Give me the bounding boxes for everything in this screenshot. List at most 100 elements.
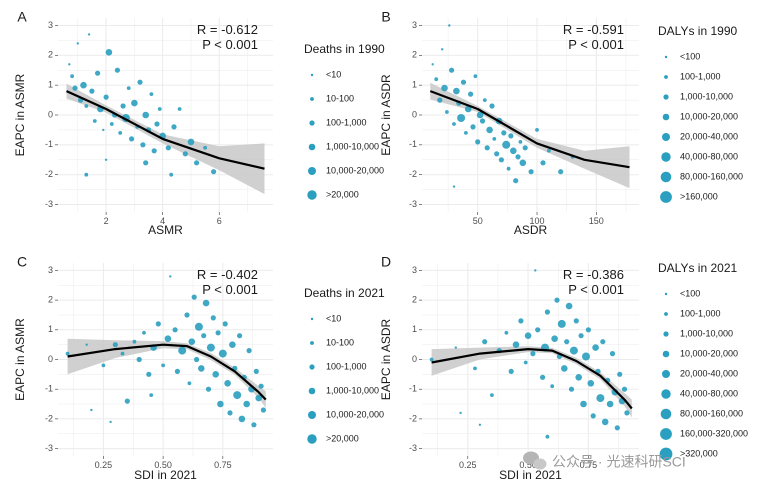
data-point bbox=[431, 63, 434, 66]
data-point bbox=[155, 321, 161, 327]
data-point bbox=[504, 330, 509, 335]
data-point bbox=[437, 97, 443, 103]
data-point bbox=[258, 383, 264, 389]
data-point bbox=[172, 327, 178, 333]
legend-key bbox=[660, 428, 672, 440]
legend-key bbox=[307, 434, 317, 444]
y-tick-label: -3 bbox=[409, 199, 417, 209]
data-point bbox=[550, 384, 555, 389]
data-point bbox=[580, 400, 587, 408]
data-point bbox=[136, 356, 142, 363]
data-point bbox=[146, 371, 152, 377]
legend-label: <100 bbox=[680, 288, 700, 298]
legend-key bbox=[662, 370, 670, 378]
y-tick-label: 3 bbox=[48, 265, 53, 275]
data-point bbox=[606, 400, 614, 408]
legend-key bbox=[662, 133, 670, 141]
data-point bbox=[489, 103, 495, 109]
data-point bbox=[203, 145, 208, 150]
y-tick-label: -1 bbox=[45, 384, 53, 394]
data-point bbox=[184, 312, 190, 318]
data-point bbox=[544, 309, 551, 315]
y-tick-label: 1 bbox=[412, 324, 417, 334]
legend-label: 80,000-160,000 bbox=[680, 171, 743, 181]
correlation-p: P < 0.001 bbox=[202, 282, 258, 297]
panel-a: A -3 -2 -1 0 1 2 3 2 4 6 ASMR EAPC in ASMR R = -0.612… bbox=[13, 9, 385, 237]
trend-line bbox=[429, 90, 630, 169]
x-tick-label: 6 bbox=[217, 216, 222, 226]
watermark: 公众号 · 光速科研SCI bbox=[523, 451, 686, 470]
data-point bbox=[464, 131, 468, 135]
data-point bbox=[177, 107, 182, 111]
data-point bbox=[227, 410, 233, 416]
data-point bbox=[154, 121, 160, 127]
data-point bbox=[524, 332, 532, 340]
data-point bbox=[143, 160, 149, 166]
data-point bbox=[194, 356, 200, 363]
data-point bbox=[126, 86, 131, 90]
data-point bbox=[140, 142, 146, 148]
legend: Deaths in 1990 <10 10-100 100-1,000 1,000-10… bbox=[304, 42, 385, 200]
data-point bbox=[137, 79, 143, 85]
y-tick-label: -3 bbox=[45, 443, 53, 453]
x-tick-label: 150 bbox=[589, 216, 604, 226]
legend-key bbox=[308, 411, 316, 419]
legend-key bbox=[310, 97, 314, 101]
data-point bbox=[468, 91, 474, 97]
data-point bbox=[215, 330, 221, 336]
data-point bbox=[624, 410, 630, 416]
data-point bbox=[104, 158, 108, 161]
legend-key bbox=[310, 73, 314, 77]
data-point bbox=[475, 139, 481, 145]
trend-line bbox=[431, 348, 633, 410]
data-point bbox=[494, 151, 500, 157]
x-axis-label: ASMR bbox=[148, 223, 183, 237]
data-point bbox=[482, 339, 488, 345]
y-tick-label: 0 bbox=[48, 109, 53, 119]
legend-key bbox=[664, 75, 668, 79]
legend-key bbox=[663, 94, 669, 100]
data-point bbox=[557, 319, 566, 328]
data-point bbox=[441, 84, 448, 92]
data-point bbox=[515, 154, 521, 160]
trend-line bbox=[67, 343, 267, 401]
data-point bbox=[492, 137, 497, 141]
data-point bbox=[617, 371, 623, 377]
y-tick-label: -3 bbox=[45, 199, 53, 209]
y-tick-label: -1 bbox=[409, 139, 417, 149]
legend-label: 1,000-10,000 bbox=[680, 91, 733, 101]
data-point bbox=[523, 360, 528, 365]
y-tick-label: -2 bbox=[45, 169, 53, 179]
data-point bbox=[621, 386, 628, 392]
y-tick-label: -3 bbox=[409, 443, 417, 453]
data-point bbox=[512, 341, 520, 349]
data-point bbox=[535, 127, 539, 132]
data-point bbox=[502, 140, 511, 149]
legend-label: 10,000-20,000 bbox=[680, 348, 738, 358]
legend-label: <100 bbox=[680, 51, 700, 61]
data-point bbox=[478, 423, 482, 426]
x-tick-label: 4 bbox=[160, 216, 165, 226]
data-point bbox=[188, 338, 196, 346]
panel-letter: A bbox=[17, 9, 27, 25]
legend-key bbox=[664, 55, 668, 59]
data-point bbox=[457, 114, 466, 122]
panel-letter: B bbox=[381, 9, 390, 25]
legend-label: 10,000-20,000 bbox=[680, 111, 738, 121]
legend-key bbox=[663, 331, 669, 337]
data-point bbox=[112, 342, 118, 348]
data-point bbox=[229, 341, 236, 349]
data-point bbox=[518, 140, 523, 144]
data-point bbox=[486, 126, 493, 134]
data-point bbox=[448, 24, 451, 27]
data-point bbox=[568, 386, 575, 392]
y-tick-label: 2 bbox=[412, 294, 417, 304]
data-point bbox=[142, 111, 149, 119]
legend: DALYs in 2021 <100 100-1,000 1,000-10,000 10… bbox=[658, 261, 748, 461]
y-axis-label: EAPC in ASDR bbox=[379, 74, 393, 156]
data-point bbox=[151, 148, 157, 154]
data-point bbox=[198, 365, 205, 372]
y-tick-label: -2 bbox=[45, 413, 53, 423]
data-point bbox=[251, 422, 257, 428]
